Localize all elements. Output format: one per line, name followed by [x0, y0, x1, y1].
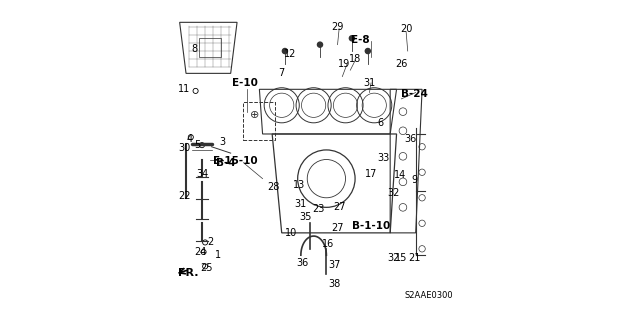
- Text: 7: 7: [278, 68, 285, 78]
- Text: 13: 13: [293, 180, 305, 190]
- Text: 17: 17: [365, 169, 377, 179]
- Text: 36: 36: [296, 258, 308, 268]
- Text: S2AAE0300: S2AAE0300: [404, 291, 452, 300]
- Text: 15: 15: [395, 253, 408, 263]
- Text: 18: 18: [349, 54, 361, 64]
- Text: 27: 27: [333, 202, 346, 212]
- Text: 37: 37: [328, 260, 340, 270]
- Text: 14: 14: [394, 170, 406, 181]
- Circle shape: [365, 48, 371, 54]
- Text: 8: 8: [191, 44, 197, 55]
- Text: 12: 12: [284, 49, 296, 59]
- Text: 6: 6: [378, 118, 383, 128]
- Text: 2: 2: [207, 237, 213, 248]
- Text: 1: 1: [215, 250, 221, 260]
- Bar: [243, 102, 275, 140]
- Bar: [199, 38, 221, 57]
- Text: 19: 19: [338, 59, 350, 69]
- Text: 30: 30: [179, 143, 191, 153]
- Text: 32: 32: [387, 253, 399, 263]
- Text: 36: 36: [404, 134, 417, 144]
- Text: ⊕: ⊕: [250, 110, 259, 120]
- Text: B-24: B-24: [401, 89, 428, 99]
- Text: E-15-10: E-15-10: [213, 156, 258, 166]
- Text: 11: 11: [179, 84, 191, 94]
- Text: 10: 10: [285, 228, 298, 238]
- Text: 22: 22: [178, 191, 191, 201]
- Text: 31: 31: [364, 78, 376, 88]
- Text: 28: 28: [268, 182, 280, 192]
- Text: 23: 23: [312, 204, 324, 214]
- Text: 29: 29: [332, 22, 344, 32]
- Text: E-8: E-8: [351, 35, 369, 45]
- Text: B-4: B-4: [216, 158, 236, 168]
- Circle shape: [317, 42, 323, 47]
- Circle shape: [282, 48, 287, 54]
- Text: 32: 32: [387, 188, 399, 198]
- Text: 35: 35: [300, 212, 312, 222]
- Text: 34: 34: [196, 169, 208, 179]
- Circle shape: [349, 36, 355, 41]
- Text: 16: 16: [322, 239, 334, 249]
- Text: 4: 4: [186, 134, 192, 144]
- Text: 38: 38: [328, 279, 340, 289]
- Text: 27: 27: [332, 223, 344, 233]
- Text: 21: 21: [408, 253, 420, 263]
- Text: 24: 24: [194, 247, 207, 257]
- Text: B-1-10: B-1-10: [352, 221, 390, 232]
- Text: 26: 26: [395, 59, 408, 69]
- Text: 25: 25: [200, 263, 213, 273]
- Text: FR.: FR.: [179, 268, 199, 278]
- Text: 33: 33: [378, 153, 390, 163]
- Text: 20: 20: [400, 24, 412, 34]
- Text: 3: 3: [220, 137, 226, 147]
- Text: 9: 9: [411, 175, 417, 185]
- Text: E-10: E-10: [232, 78, 258, 88]
- Text: 31: 31: [295, 199, 307, 209]
- Text: 5: 5: [194, 140, 200, 150]
